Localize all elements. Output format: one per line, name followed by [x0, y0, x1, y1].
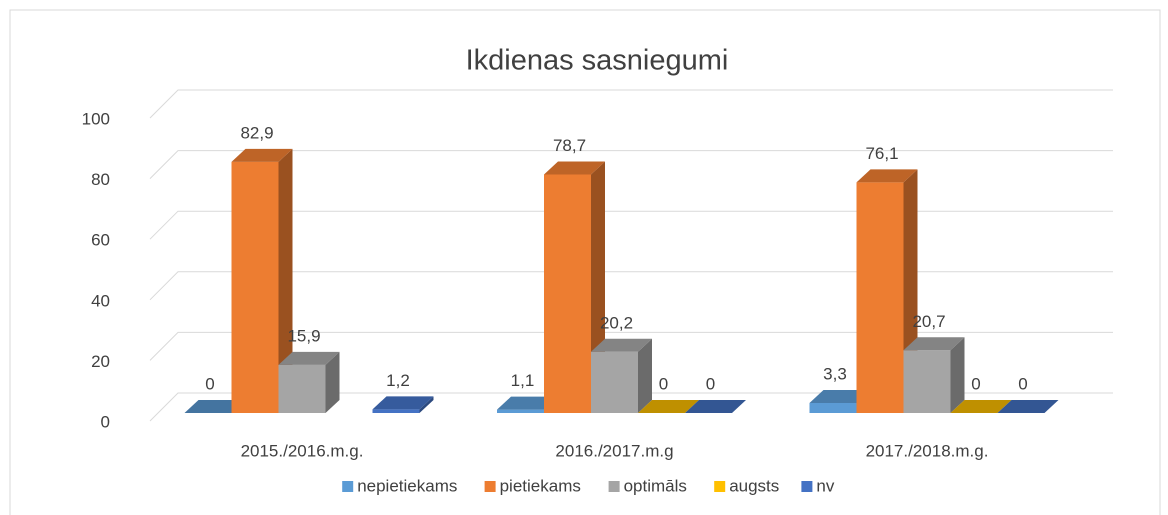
data-label: 78,7	[553, 136, 586, 155]
data-label: 0	[706, 374, 715, 393]
data-label: 0	[971, 374, 980, 393]
bar-front	[591, 351, 638, 413]
bar-top	[685, 400, 746, 413]
data-label: 20,2	[600, 313, 633, 332]
bar-front	[856, 182, 904, 413]
bar-top	[950, 400, 1012, 413]
bar-side	[278, 148, 293, 414]
bar-top	[231, 148, 293, 162]
grid-line	[149, 271, 1113, 301]
bar-front	[903, 350, 951, 413]
data-label: 0	[1018, 374, 1027, 393]
bar-top	[903, 337, 965, 351]
bar-side	[638, 338, 652, 413]
bar-top	[591, 338, 652, 352]
bar-top	[544, 161, 605, 175]
data-label: 1,2	[386, 371, 410, 390]
bar-front	[372, 409, 420, 413]
data-label: 3,3	[823, 364, 847, 383]
bar-top	[809, 390, 871, 404]
bar-side	[950, 337, 965, 413]
grid-line	[149, 392, 1113, 422]
x-tick-label: 2015./2016.m.g.	[241, 441, 364, 460]
bar-front	[809, 403, 857, 413]
data-label: 82,9	[240, 123, 273, 142]
grid-line	[149, 150, 1113, 179]
bar	[278, 351, 340, 413]
bar-top	[856, 169, 918, 183]
data-label: 0	[659, 374, 668, 393]
grid-line	[149, 210, 1113, 240]
y-tick-label: 80	[91, 170, 110, 189]
bar-top	[497, 396, 558, 410]
legend-label: optimāls	[624, 476, 687, 495]
legend-label: pietiekams	[500, 476, 581, 495]
legend-swatch	[801, 481, 813, 492]
bar-top	[372, 396, 434, 410]
bar-front	[231, 161, 279, 413]
legend-label: nepietiekams	[357, 476, 457, 495]
data-label: 1,1	[511, 371, 535, 390]
grid-line	[149, 89, 1113, 119]
x-tick-label: 2017./2018.m.g.	[866, 441, 989, 460]
y-tick-label: 60	[91, 231, 110, 250]
bar	[903, 337, 965, 413]
x-tick-label: 2016./2017.m.g	[555, 441, 673, 460]
bar	[950, 400, 1012, 413]
data-label: 15,9	[287, 326, 320, 345]
legend-swatch	[484, 481, 496, 492]
bar-front	[544, 174, 591, 413]
bar	[372, 396, 434, 413]
y-tick-label: 100	[82, 109, 110, 128]
legend-swatch	[714, 481, 726, 492]
chart-frame	[9, 9, 1161, 515]
bar-side	[419, 396, 434, 413]
legend-swatch	[608, 481, 620, 492]
legend-label: augsts	[729, 476, 779, 495]
bar	[856, 169, 918, 413]
bar	[231, 148, 293, 414]
legend-label: nv	[816, 476, 834, 495]
legend-swatch	[342, 481, 354, 492]
bar	[997, 400, 1059, 413]
bar-side	[325, 351, 340, 413]
bar	[638, 400, 699, 413]
y-tick-label: 40	[91, 291, 110, 310]
bar-top	[278, 351, 340, 365]
bar	[184, 400, 246, 413]
bar-top	[997, 400, 1059, 413]
data-label: 0	[205, 374, 214, 393]
y-tick-label: 0	[101, 412, 110, 431]
bar-top	[638, 400, 699, 413]
bar-front	[278, 364, 326, 413]
grid-line	[149, 331, 1113, 361]
y-tick-label: 20	[91, 352, 110, 371]
bar-top	[184, 400, 246, 413]
bar	[685, 400, 746, 413]
bar-front	[497, 409, 544, 413]
data-label: 76,1	[865, 144, 898, 163]
data-label: 20,7	[912, 312, 945, 331]
chart-title: Ikdienas sasniegumi	[466, 45, 729, 77]
bar	[591, 338, 652, 413]
